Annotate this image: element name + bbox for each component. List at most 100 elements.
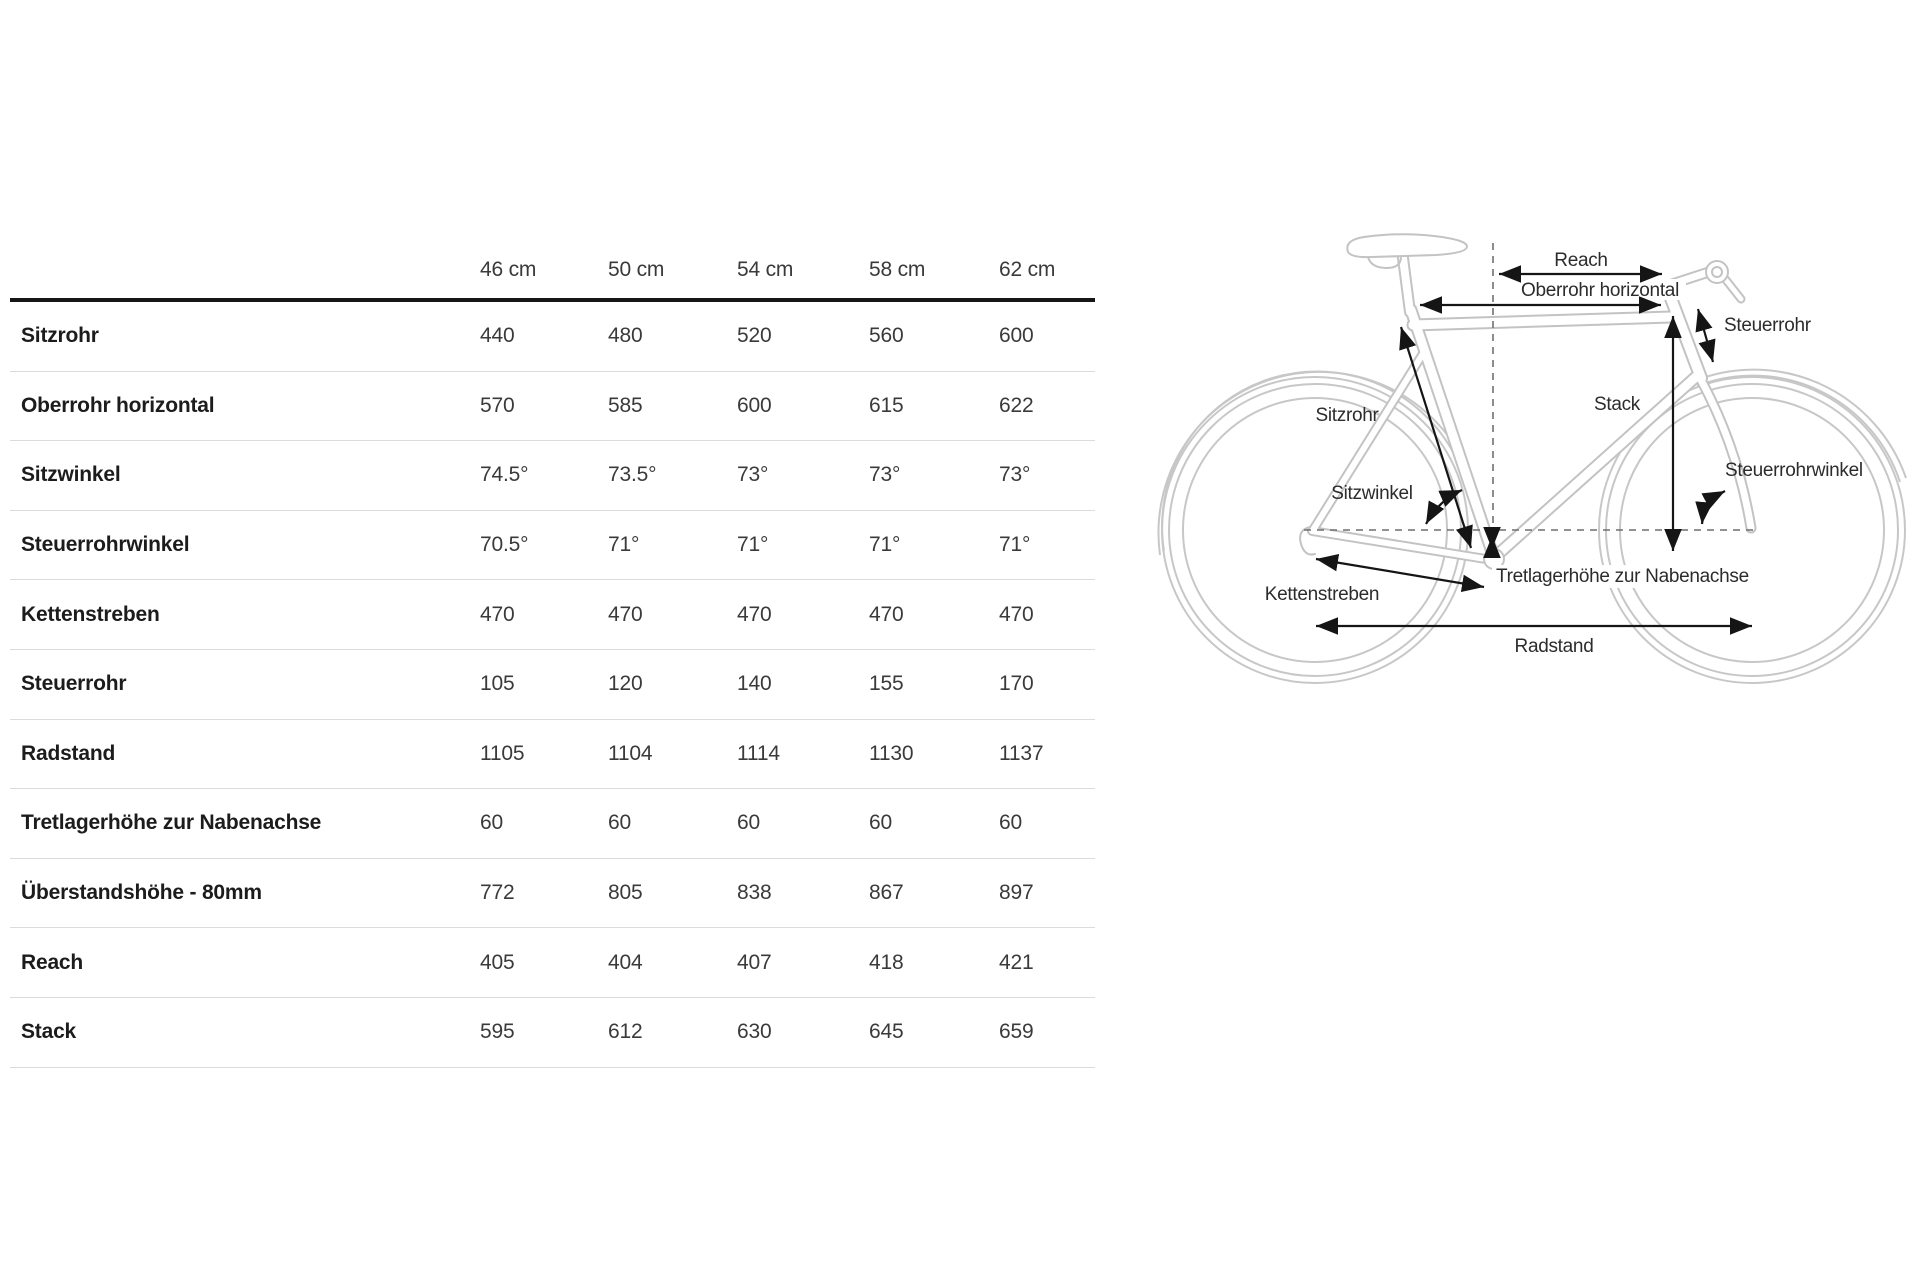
row-value: 595 (480, 1020, 515, 1044)
sitzwinkel-label: Sitzwinkel (1331, 483, 1412, 504)
row-value: 867 (869, 881, 904, 905)
row-value: 600 (999, 324, 1034, 348)
row-value: 897 (999, 881, 1034, 905)
table-row: Überstandshöhe - 80mm 772 805 838 867 897 (10, 859, 1095, 929)
row-value: 1137 (999, 741, 1044, 765)
reach-label: Reach (1554, 250, 1607, 271)
row-value: 60 (480, 811, 503, 835)
row-value: 170 (999, 672, 1034, 696)
row-label: Kettenstreben (21, 602, 160, 626)
row-value: 645 (869, 1020, 904, 1044)
row-value: 470 (608, 602, 643, 626)
row-value: 70.5° (480, 533, 529, 557)
kettenstreben-label: Kettenstreben (1265, 584, 1379, 605)
row-value: 772 (480, 881, 515, 905)
geometry-table: 46 cm 50 cm 54 cm 58 cm 62 cm Sitzrohr 44… (10, 241, 1095, 1068)
geometry-table-rows: Sitzrohr 440 480 520 560 600 Oberrohr horizont… (10, 302, 1095, 1068)
table-row: Radstand 1105 1104 1114 1130 1137 (10, 720, 1095, 790)
dimension-arrows (1315, 265, 1752, 635)
table-row: Kettenstreben 470 470 470 470 470 (10, 580, 1095, 650)
steuerrohr-arrow (1695, 308, 1716, 363)
row-value: 73° (999, 463, 1031, 487)
diagram-labels: Reach Oberrohr horizontal Steuerrohr Sit… (1265, 250, 1863, 657)
header-size-54: 54 cm (737, 257, 794, 281)
sitzwinkel-arc (1425, 488, 1463, 525)
row-value: 612 (608, 1020, 643, 1044)
row-value: 560 (869, 324, 904, 348)
row-label: Überstandshöhe - 80mm (21, 881, 262, 905)
row-value: 480 (608, 324, 643, 348)
geometry-table-header: 46 cm 50 cm 54 cm 58 cm 62 cm (10, 241, 1095, 302)
row-value: 520 (737, 324, 772, 348)
row-value: 71° (608, 533, 640, 557)
row-value: 74.5° (480, 463, 529, 487)
row-label: Sitzwinkel (21, 463, 121, 487)
table-row: Sitzwinkel 74.5° 73.5° 73° 73° 73° (10, 441, 1095, 511)
row-value: 622 (999, 393, 1034, 417)
row-label: Oberrohr horizontal (21, 393, 215, 417)
table-row: Tretlagerhöhe zur Nabenachse 60 60 60 60 60 (10, 789, 1095, 859)
row-label: Stack (21, 1020, 77, 1044)
header-size-46: 46 cm (480, 257, 537, 281)
row-value: 155 (869, 672, 904, 696)
row-label: Tretlagerhöhe zur Nabenachse (21, 811, 322, 835)
row-value: 71° (999, 533, 1031, 557)
row-value: 71° (737, 533, 769, 557)
row-label: Steuerrohrwinkel (21, 533, 190, 557)
row-value: 1105 (480, 741, 525, 765)
table-row: Reach 405 404 407 418 421 (10, 928, 1095, 998)
row-value: 60 (737, 811, 760, 835)
saddle-rail (1367, 256, 1402, 270)
table-row: Steuerrohr 105 120 140 155 170 (10, 650, 1095, 720)
row-value: 659 (999, 1020, 1034, 1044)
steuerrohrwinkel-label: Steuerrohrwinkel (1725, 460, 1863, 481)
row-value: 73° (869, 463, 901, 487)
header-size-62: 62 cm (999, 257, 1056, 281)
row-value: 60 (869, 811, 892, 835)
row-value: 585 (608, 393, 643, 417)
row-value: 838 (737, 881, 772, 905)
bike-geometry-diagram: Reach Oberrohr horizontal Steuerrohr Sit… (1157, 233, 1907, 684)
row-label: Reach (21, 950, 84, 974)
row-value: 60 (608, 811, 631, 835)
front-fender (1691, 368, 1907, 479)
radstand-label: Radstand (1515, 636, 1594, 657)
row-value: 404 (608, 950, 643, 974)
row-value: 60 (999, 811, 1022, 835)
row-value: 440 (480, 324, 515, 348)
row-label: Radstand (21, 741, 116, 765)
tretlagerhoehe-label: Tretlagerhöhe zur Nabenachse (1496, 566, 1749, 587)
row-value: 407 (737, 950, 772, 974)
row-value: 405 (480, 950, 515, 974)
saddle (1346, 233, 1468, 259)
row-value: 615 (869, 393, 904, 417)
row-value: 1104 (608, 741, 653, 765)
row-value: 805 (608, 881, 643, 905)
row-value: 470 (999, 602, 1034, 626)
row-value: 73° (737, 463, 769, 487)
header-size-58: 58 cm (869, 257, 926, 281)
table-row: Stack 595 612 630 645 659 (10, 998, 1095, 1068)
table-row: Oberrohr horizontal 570 585 600 615 622 (10, 372, 1095, 442)
row-label: Sitzrohr (21, 324, 99, 348)
row-value: 470 (480, 602, 515, 626)
oberrohr-label: Oberrohr horizontal (1521, 280, 1679, 301)
row-label: Steuerrohr (21, 672, 127, 696)
row-value: 470 (737, 602, 772, 626)
row-value: 120 (608, 672, 643, 696)
row-value: 73.5° (608, 463, 657, 487)
header-size-50: 50 cm (608, 257, 665, 281)
sitzrohr-label: Sitzrohr (1315, 405, 1379, 426)
kettenstreben-arrow (1315, 553, 1485, 593)
row-value: 1114 (737, 741, 780, 765)
row-value: 421 (999, 950, 1034, 974)
row-value: 418 (869, 950, 904, 974)
steuerrohr-label: Steuerrohr (1724, 315, 1812, 336)
row-value: 630 (737, 1020, 772, 1044)
table-row: Steuerrohrwinkel 70.5° 71° 71° 71° 71° (10, 511, 1095, 581)
table-row: Sitzrohr 440 480 520 560 600 (10, 302, 1095, 372)
row-value: 570 (480, 393, 515, 417)
row-value: 71° (869, 533, 901, 557)
row-value: 600 (737, 393, 772, 417)
rear-dropout (1299, 526, 1316, 556)
